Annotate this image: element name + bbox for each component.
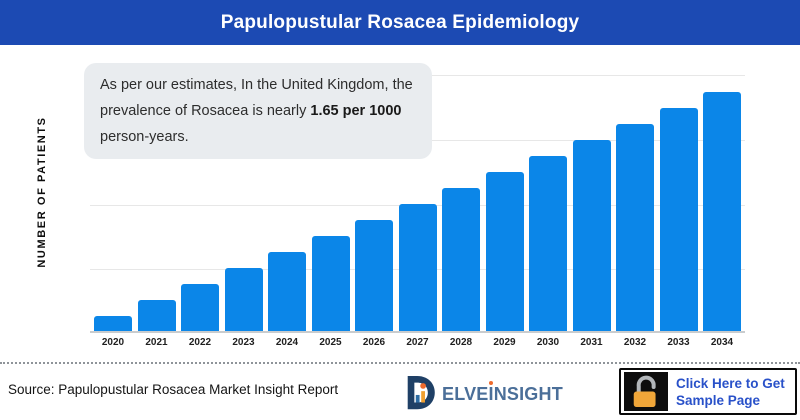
bar-2030: [529, 156, 567, 331]
bar-2022: [181, 284, 219, 331]
x-tick-label: 2024: [275, 337, 299, 348]
x-tick-label: 2033: [667, 337, 690, 348]
callout-text-after: person-years.: [100, 129, 189, 145]
source-text: Source: Papulopustular Rosacea Market In…: [8, 382, 339, 397]
x-tick-label: 2029: [493, 337, 516, 348]
x-tick-label: 2030: [536, 337, 560, 348]
bar-column: 2030: [529, 156, 567, 348]
page-title: Papulopustular Rosacea Epidemiology: [220, 11, 580, 33]
bar-2029: [485, 172, 524, 331]
bar-column: 2024: [268, 252, 306, 348]
bar-column: 2033: [659, 108, 698, 348]
callout-text: As per our estimates, In the United King…: [100, 77, 413, 119]
bar-2020: [94, 316, 132, 331]
bar-2031: [572, 140, 611, 331]
x-tick-label: 2027: [406, 337, 429, 348]
bar-column: 2021: [137, 300, 176, 348]
bar-column: 2025: [311, 236, 350, 348]
x-tick-label: 2032: [623, 337, 647, 348]
delveinsight-d-icon: [402, 374, 440, 414]
get-sample-page-button[interactable]: Click Here to Get Sample Page: [619, 368, 797, 415]
x-tick-label: 2026: [362, 337, 386, 348]
bar-column: 2032: [616, 124, 654, 348]
callout-bold-value: 1.65 per 1000: [310, 103, 402, 119]
bar-2025: [311, 236, 350, 331]
x-axis-line: [90, 331, 745, 333]
header-banner: Papulopustular Rosacea Epidemiology: [0, 0, 800, 45]
bar-column: 2029: [485, 172, 524, 348]
bar-2028: [442, 188, 480, 331]
bar-2026: [355, 220, 393, 331]
bar-2033: [659, 108, 698, 331]
bar-column: 2034: [703, 92, 741, 348]
bar-2034: [703, 92, 741, 331]
x-tick-label: 2034: [710, 337, 734, 348]
dotted-divider: [0, 362, 800, 364]
bar-column: 2026: [355, 220, 393, 348]
logo-wordmark: ELVEINSIGHT: [442, 383, 563, 404]
y-axis-label: NUMBER OF PATIENTS: [36, 116, 48, 268]
bar-column: 2027: [398, 204, 437, 348]
bar-2021: [137, 300, 176, 331]
x-tick-label: 2028: [449, 337, 473, 348]
x-tick-label: 2023: [232, 337, 255, 348]
bar-2024: [268, 252, 306, 331]
bar-column: 2028: [442, 188, 480, 348]
bar-2023: [224, 268, 263, 331]
bar-column: 2022: [181, 284, 219, 348]
bar-column: 2020: [94, 316, 132, 348]
bar-column: 2031: [572, 140, 611, 348]
bar-2027: [398, 204, 437, 331]
x-tick-label: 2021: [145, 337, 168, 348]
bar-column: 2023: [224, 268, 263, 348]
bar-2032: [616, 124, 654, 331]
button-label: Click Here to Get Sample Page: [676, 375, 785, 408]
delveinsight-logo: ELVEINSIGHT: [402, 374, 563, 414]
x-tick-label: 2020: [101, 337, 125, 348]
x-tick-label: 2025: [319, 337, 342, 348]
open-padlock-icon: [624, 372, 668, 411]
x-tick-label: 2022: [188, 337, 212, 348]
x-tick-label: 2031: [580, 337, 603, 348]
bars: 2020 2021 2022 2023 2024 2025 2026 2027 2028 2029…: [90, 55, 745, 348]
callout-bubble: As per our estimates, In the United King…: [84, 63, 432, 159]
